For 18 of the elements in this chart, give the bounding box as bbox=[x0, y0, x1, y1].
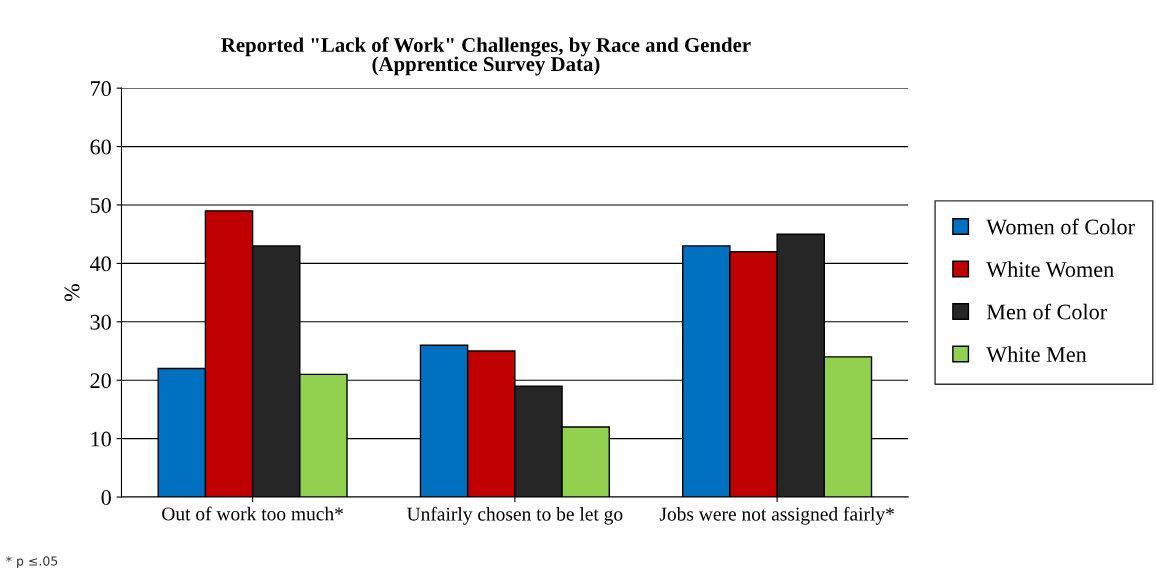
y-tick-label: 60 bbox=[90, 139, 111, 155]
text: * p ≤.05 bbox=[6, 556, 58, 569]
legend-label: White Women bbox=[986, 261, 1114, 278]
legend-label: Women of Color bbox=[986, 218, 1135, 235]
y-tick-label: 70 bbox=[91, 81, 111, 97]
x-tick-label: Out of work too much* bbox=[162, 506, 343, 521]
y-tick-label: 50 bbox=[90, 197, 111, 213]
y-tick-label: 0 bbox=[101, 489, 111, 505]
legend-label: Men of Color bbox=[986, 303, 1107, 320]
y-axis-title: % bbox=[64, 284, 80, 302]
x-tick-label: Unfairly chosen to be let go bbox=[407, 506, 623, 525]
y-tick-label: 40 bbox=[89, 256, 111, 272]
y-tick-label: 10 bbox=[91, 431, 111, 447]
chart-title: Reported "Lack of Work" Challenges, by Race and Gender (Apprentice Survey Data) bbox=[221, 37, 751, 76]
y-tick-label: 30 bbox=[90, 314, 111, 330]
x-tick-label: Jobs were not assigned fairly* bbox=[659, 506, 894, 525]
y-tick-label: 20 bbox=[90, 373, 111, 389]
legend-label: White Men bbox=[986, 346, 1087, 363]
